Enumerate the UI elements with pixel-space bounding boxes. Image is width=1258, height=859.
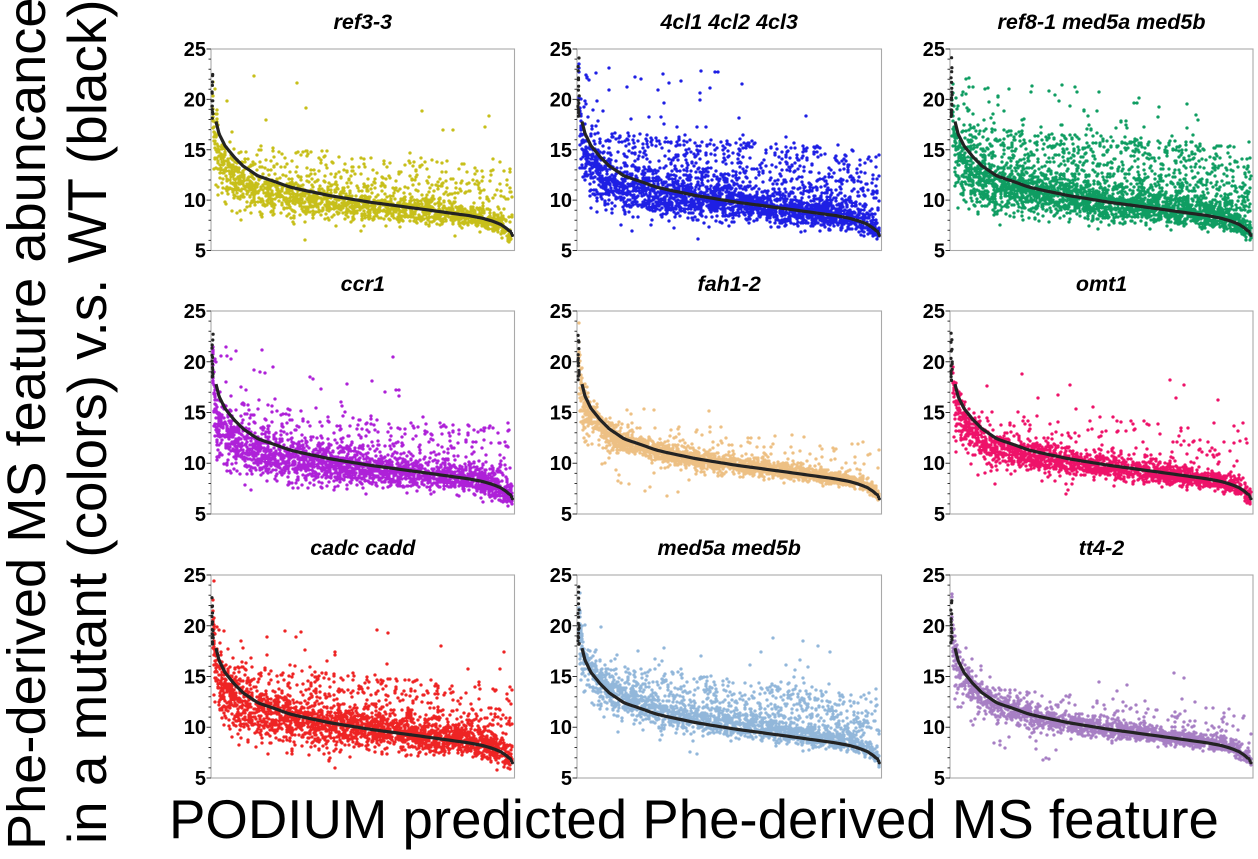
svg-text:10: 10: [184, 453, 206, 475]
svg-text:10: 10: [550, 190, 572, 212]
svg-text:15: 15: [923, 403, 945, 425]
svg-text:20: 20: [550, 89, 572, 111]
svg-text:10: 10: [550, 717, 572, 739]
svg-text:10: 10: [550, 453, 572, 475]
svg-text:med5a med5b: med5a med5b: [657, 536, 800, 560]
svg-text:20: 20: [184, 616, 206, 638]
svg-text:25: 25: [923, 39, 945, 61]
svg-text:15: 15: [184, 140, 206, 162]
svg-text:15: 15: [550, 140, 572, 162]
svg-text:fah1-2: fah1-2: [698, 272, 761, 296]
svg-text:ref3-3: ref3-3: [334, 10, 393, 34]
svg-text:10: 10: [184, 190, 206, 212]
svg-text:15: 15: [550, 403, 572, 425]
svg-text:5: 5: [934, 768, 945, 790]
svg-text:omt1: omt1: [1076, 272, 1127, 296]
svg-text:20: 20: [184, 89, 206, 111]
svg-text:15: 15: [184, 667, 206, 689]
svg-text:20: 20: [550, 352, 572, 374]
svg-text:15: 15: [923, 667, 945, 689]
svg-text:tt4-2: tt4-2: [1079, 536, 1124, 560]
svg-text:15: 15: [923, 140, 945, 162]
svg-text:25: 25: [550, 39, 572, 61]
svg-text:ccr1: ccr1: [341, 272, 385, 296]
svg-text:25: 25: [184, 565, 206, 587]
svg-text:10: 10: [184, 717, 206, 739]
svg-text:25: 25: [184, 301, 206, 323]
svg-text:25: 25: [550, 301, 572, 323]
svg-text:5: 5: [195, 504, 206, 526]
svg-text:20: 20: [550, 616, 572, 638]
svg-text:10: 10: [923, 190, 945, 212]
svg-text:20: 20: [923, 352, 945, 374]
svg-text:5: 5: [934, 504, 945, 526]
svg-text:20: 20: [923, 616, 945, 638]
svg-text:5: 5: [561, 241, 572, 263]
svg-text:10: 10: [923, 717, 945, 739]
svg-text:ref8-1 med5a med5b: ref8-1 med5a med5b: [998, 10, 1206, 34]
svg-text:25: 25: [923, 565, 945, 587]
svg-text:4cl1 4cl2 4cl3: 4cl1 4cl2 4cl3: [659, 10, 798, 34]
svg-text:15: 15: [550, 667, 572, 689]
svg-text:20: 20: [184, 352, 206, 374]
svg-text:5: 5: [195, 768, 206, 790]
svg-text:5: 5: [561, 768, 572, 790]
svg-text:5: 5: [561, 504, 572, 526]
svg-text:25: 25: [184, 39, 206, 61]
svg-text:5: 5: [195, 241, 206, 263]
svg-text:cadc cadd: cadc cadd: [310, 536, 416, 560]
svg-text:5: 5: [934, 241, 945, 263]
svg-text:10: 10: [923, 453, 945, 475]
svg-text:20: 20: [923, 89, 945, 111]
svg-text:25: 25: [550, 565, 572, 587]
svg-text:25: 25: [923, 301, 945, 323]
svg-text:15: 15: [184, 403, 206, 425]
